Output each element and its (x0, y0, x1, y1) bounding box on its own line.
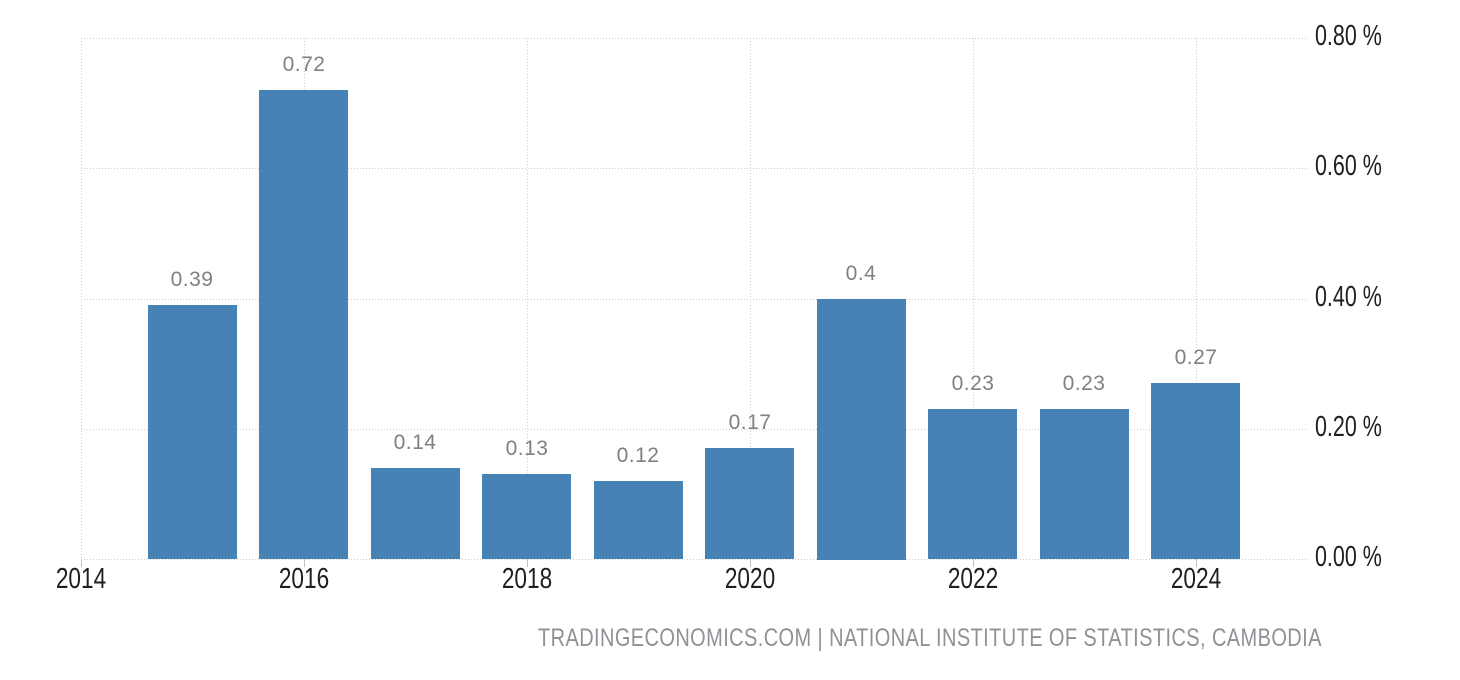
bar-value-label-2023: 0.23 (1062, 372, 1106, 395)
bar-value-label-2016: 0.72 (282, 53, 326, 76)
x-axis-label-2024: 2024 (1170, 563, 1222, 595)
bar-2023[interactable] (1040, 409, 1129, 559)
bar-2015[interactable] (148, 305, 237, 559)
x-axis-label-2018: 2018 (501, 563, 553, 595)
bar-value-label-2024: 0.27 (1174, 346, 1218, 369)
y-axis-label-0.80%: 0.80 % (1315, 20, 1382, 52)
x-axis-tick-2022 (973, 559, 974, 567)
x-axis-tick-2018 (527, 559, 528, 567)
y-axis-label-0.20%: 0.20 % (1315, 411, 1382, 443)
gridline-horizontal-0.2 (81, 429, 1307, 430)
bar-2020[interactable] (705, 448, 794, 559)
bar-2022[interactable] (928, 409, 1017, 559)
bar-2018[interactable] (482, 474, 571, 559)
x-axis-tick-2016 (304, 559, 305, 567)
bar-value-label-2019: 0.12 (616, 444, 660, 467)
bar-value-label-2017: 0.14 (393, 431, 437, 454)
x-axis-label-2016: 2016 (278, 563, 330, 595)
x-axis-tick-2014 (81, 559, 82, 567)
y-axis-label-0.40%: 0.40 % (1315, 281, 1382, 313)
x-axis-label-2022: 2022 (947, 563, 999, 595)
gridline-vertical-2018 (527, 38, 528, 559)
gridline-vertical-2022 (973, 38, 974, 559)
gridline-horizontal-0.6 (81, 168, 1307, 169)
bar-2019[interactable] (594, 481, 683, 559)
gridline-horizontal-0.4 (81, 299, 1307, 300)
bar-value-label-2022: 0.23 (951, 372, 995, 395)
gridline-vertical-2024 (1196, 38, 1197, 559)
y-axis-label-0.60%: 0.60 % (1315, 150, 1382, 182)
bar-value-label-2015: 0.39 (170, 268, 214, 291)
bar-value-label-2020: 0.17 (728, 411, 772, 434)
x-axis-tick-2024 (1196, 559, 1197, 567)
x-axis-label-2020: 2020 (724, 563, 776, 595)
x-axis-label-2014: 2014 (55, 563, 107, 595)
gridline-horizontal-0 (81, 559, 1307, 560)
gridline-horizontal-0.8 (81, 38, 1307, 39)
bar-value-label-2018: 0.13 (505, 437, 549, 460)
bar-2021[interactable] (817, 299, 906, 560)
bar-2017[interactable] (371, 468, 460, 559)
bar-value-label-2021: 0.4 (845, 262, 877, 285)
source-attribution: TRADINGECONOMICS.COM | NATIONAL INSTITUT… (538, 624, 1322, 652)
x-axis-tick-2020 (750, 559, 751, 567)
bar-2016[interactable] (259, 90, 348, 559)
bar-2024[interactable] (1151, 383, 1240, 559)
y-axis-label-0.00%: 0.00 % (1315, 541, 1382, 573)
gridline-vertical-2014 (81, 38, 82, 559)
gridline-vertical-2020 (750, 38, 751, 559)
